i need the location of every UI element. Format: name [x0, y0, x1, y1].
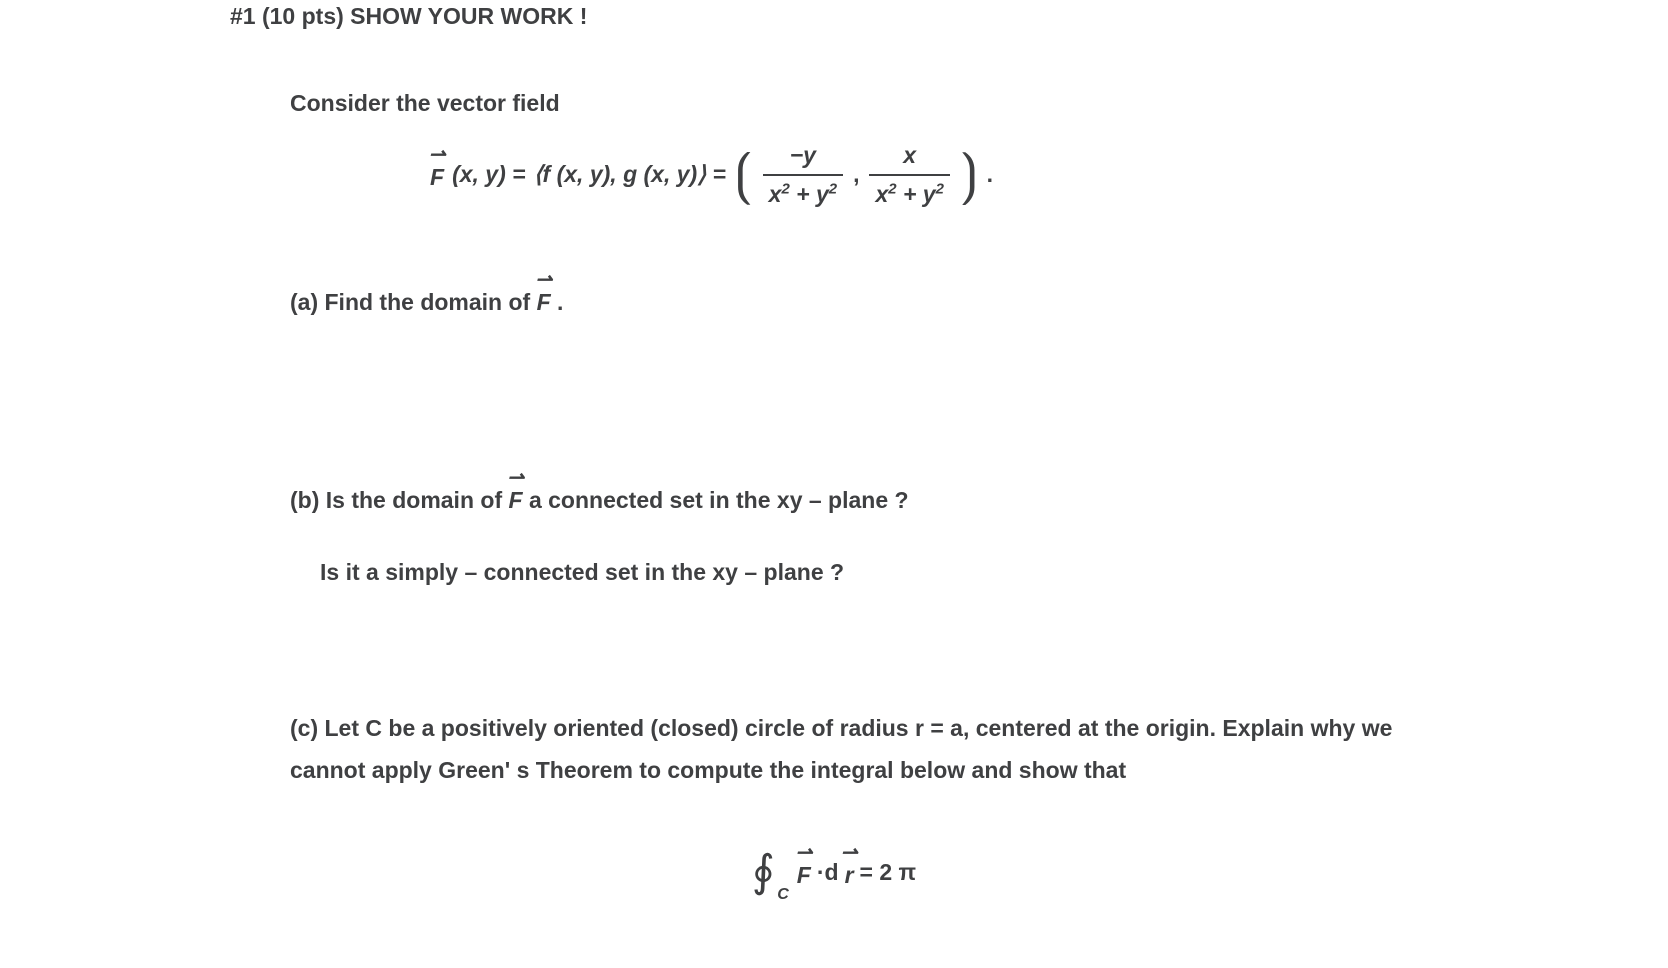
symbol-F-vector: F [797, 853, 811, 891]
part-a-prefix: (a) Find the domain of [290, 289, 537, 315]
part-b-line1: (b) Is the domain of F a connected set i… [290, 478, 1438, 516]
line-integral-equation: ∮C F ·d r = 2 π [230, 841, 1438, 903]
symbol-F-vector: F [430, 155, 444, 193]
vector-field-equation: F (x, y) = ⟨f (x, y), g (x, y)⟩ = ⟮ −y x… [430, 139, 1438, 209]
part-c: (c) Let C be a positively oriented (clos… [290, 708, 1438, 791]
dot-d: ·d [817, 856, 839, 888]
intro-text: Consider the vector field [290, 87, 1438, 119]
frac1-den: x2 + y2 [763, 174, 843, 210]
eq2-rhs: = 2 π [860, 856, 917, 888]
eq1-args: (x, y) = [452, 158, 526, 190]
symbol-F-vector: F [509, 478, 523, 516]
part-a: (a) Find the domain of F . [290, 280, 1438, 318]
problem-number-points: #1 (10 pts) SHOW YOUR WORK ! [230, 3, 587, 29]
part-b-suffix: a connected set in the xy – plane ? [529, 487, 909, 513]
frac2-num: x [897, 139, 922, 173]
frac1-num: −y [784, 139, 822, 173]
right-paren: ⟯ [960, 152, 979, 197]
integral-subscript: C [777, 884, 789, 906]
fraction-1: −y x2 + y2 [763, 139, 843, 209]
fraction-2: x x2 + y2 [869, 139, 949, 209]
left-paren: ⟮ [734, 152, 753, 197]
eq1-trail: . [987, 158, 993, 190]
frac2-den: x2 + y2 [869, 174, 949, 210]
eq1-comma: , [853, 158, 859, 190]
problem-header: #1 (10 pts) SHOW YOUR WORK ! [230, 0, 1438, 32]
eq1-mid: ⟨f (x, y), g (x, y)⟩ = [534, 158, 726, 190]
part-b-line2: Is it a simply – connected set in the xy… [320, 556, 1438, 588]
part-a-suffix: . [557, 289, 563, 315]
closed-integral-symbol: ∮C [752, 841, 775, 903]
symbol-F-vector: F [537, 280, 551, 318]
part-b-prefix: (b) Is the domain of [290, 487, 509, 513]
exam-problem-page: #1 (10 pts) SHOW YOUR WORK ! Consider th… [0, 0, 1668, 943]
symbol-r-vector: r [845, 853, 854, 891]
